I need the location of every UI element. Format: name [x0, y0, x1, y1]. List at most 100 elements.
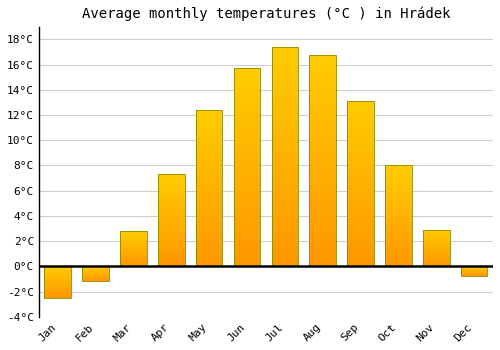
Bar: [272, 87, 298, 89]
Bar: [423, 240, 450, 241]
Bar: [234, 148, 260, 149]
Bar: [385, 226, 411, 227]
Bar: [310, 172, 336, 173]
Bar: [234, 164, 260, 166]
Bar: [234, 265, 260, 266]
Bar: [272, 158, 298, 159]
Bar: [310, 74, 336, 75]
Bar: [158, 244, 184, 245]
Bar: [234, 70, 260, 71]
Bar: [196, 164, 222, 166]
Bar: [348, 246, 374, 247]
Bar: [234, 259, 260, 260]
Bar: [158, 179, 184, 181]
Bar: [348, 211, 374, 212]
Bar: [310, 163, 336, 164]
Bar: [385, 167, 411, 168]
Bar: [272, 192, 298, 193]
Bar: [348, 252, 374, 254]
Bar: [461, 271, 487, 273]
Bar: [272, 55, 298, 56]
Bar: [196, 254, 222, 255]
Bar: [348, 188, 374, 189]
Bar: [423, 254, 450, 255]
Bar: [348, 159, 374, 160]
Bar: [348, 244, 374, 245]
Bar: [234, 160, 260, 162]
Bar: [310, 166, 336, 167]
Bar: [120, 241, 146, 243]
Bar: [272, 195, 298, 196]
Bar: [272, 101, 298, 103]
Bar: [348, 139, 374, 140]
Bar: [44, 293, 71, 294]
Bar: [423, 262, 450, 264]
Bar: [272, 193, 298, 195]
Bar: [348, 107, 374, 109]
Bar: [310, 192, 336, 193]
Bar: [310, 198, 336, 200]
Bar: [310, 249, 336, 250]
Bar: [348, 189, 374, 191]
Bar: [158, 221, 184, 222]
Bar: [158, 224, 184, 225]
Bar: [234, 134, 260, 135]
Bar: [44, 269, 71, 270]
Bar: [310, 240, 336, 241]
Bar: [196, 173, 222, 174]
Bar: [385, 244, 411, 245]
Bar: [310, 62, 336, 63]
Bar: [310, 90, 336, 91]
Bar: [272, 258, 298, 259]
Bar: [348, 236, 374, 237]
Bar: [272, 85, 298, 86]
Bar: [310, 89, 336, 90]
Bar: [385, 199, 411, 201]
Bar: [196, 130, 222, 132]
Bar: [234, 80, 260, 81]
Bar: [385, 258, 411, 259]
Bar: [158, 206, 184, 207]
Bar: [196, 118, 222, 119]
Bar: [234, 205, 260, 206]
Bar: [234, 186, 260, 187]
Bar: [385, 261, 411, 262]
Bar: [234, 178, 260, 179]
Bar: [158, 226, 184, 227]
Bar: [196, 255, 222, 256]
Bar: [310, 232, 336, 233]
Bar: [348, 174, 374, 176]
Bar: [272, 125, 298, 126]
Bar: [272, 232, 298, 233]
Bar: [44, 295, 71, 297]
Bar: [272, 68, 298, 70]
Bar: [196, 145, 222, 147]
Bar: [272, 245, 298, 246]
Bar: [272, 212, 298, 214]
Bar: [310, 87, 336, 89]
Bar: [234, 188, 260, 189]
Bar: [272, 103, 298, 104]
Bar: [385, 179, 411, 181]
Bar: [234, 107, 260, 109]
Bar: [348, 250, 374, 251]
Bar: [348, 243, 374, 244]
Bar: [385, 247, 411, 249]
Bar: [310, 141, 336, 143]
Bar: [385, 177, 411, 178]
Bar: [310, 264, 336, 265]
Bar: [310, 246, 336, 247]
Bar: [310, 260, 336, 261]
Bar: [120, 250, 146, 251]
Bar: [196, 247, 222, 249]
Bar: [196, 116, 222, 118]
Bar: [348, 177, 374, 178]
Bar: [234, 256, 260, 258]
Bar: [348, 163, 374, 164]
Bar: [196, 132, 222, 133]
Bar: [196, 110, 222, 266]
Bar: [82, 276, 109, 278]
Bar: [196, 217, 222, 218]
Bar: [234, 261, 260, 262]
Bar: [196, 126, 222, 128]
